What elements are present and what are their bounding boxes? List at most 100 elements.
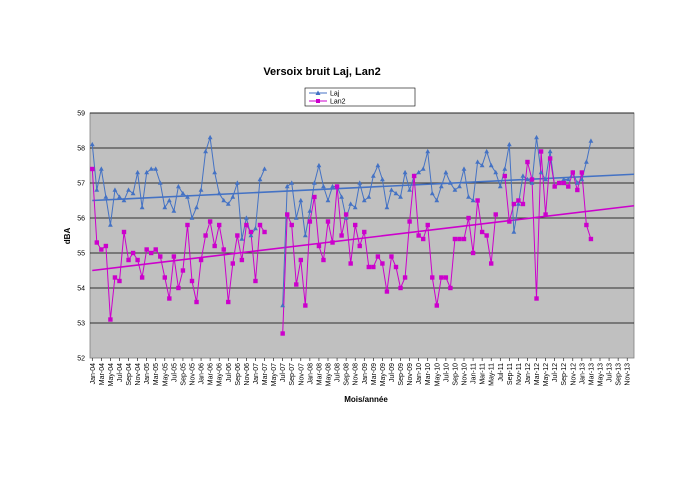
y-axis-ticks: 52 53 54 55 56 57 58 59	[77, 111, 85, 363]
point-lan2	[162, 275, 167, 280]
point-lan2	[434, 303, 439, 308]
point-lan2	[575, 187, 580, 193]
point-laj	[153, 166, 159, 171]
point-laj	[352, 204, 358, 210]
point-lan2	[489, 261, 494, 266]
point-lan2	[289, 222, 294, 228]
point-laj	[380, 176, 385, 182]
x-tick-label: Jan-07	[253, 363, 260, 385]
x-tick-label: Nov-10	[462, 363, 469, 386]
x-tick-label: Jul-11	[498, 363, 505, 382]
point-lan2	[167, 296, 172, 301]
point-laj	[139, 204, 145, 210]
point-lan2	[180, 268, 186, 273]
point-lan2	[257, 222, 263, 228]
point-lan2	[507, 219, 512, 224]
point-laj	[289, 180, 295, 185]
point-laj	[339, 194, 344, 199]
point-lan2	[452, 236, 458, 242]
point-lan2	[158, 254, 163, 259]
point-laj	[189, 215, 195, 220]
point-laj	[561, 176, 567, 182]
x-tick-label: Nov-11	[516, 363, 523, 385]
point-lan2	[566, 184, 571, 189]
x-tick-label: Mar-09	[371, 363, 378, 385]
point-laj	[157, 180, 163, 185]
point-lan2	[552, 184, 557, 189]
x-tick-label: Jan-05	[144, 363, 151, 385]
point-laj	[420, 166, 426, 171]
point-laj	[117, 194, 122, 199]
x-tick-label: Mar-11	[480, 363, 487, 385]
point-laj	[357, 180, 363, 185]
point-laj	[529, 180, 535, 185]
point-lan2	[511, 201, 517, 207]
point-lan2	[171, 254, 177, 259]
point-laj	[316, 162, 322, 168]
point-lan2	[520, 201, 526, 207]
x-tick-label: Nov-08	[353, 363, 360, 386]
x-tick-label: May-06	[217, 363, 224, 386]
point-lan2	[212, 243, 217, 249]
point-laj	[302, 232, 308, 238]
point-laj	[375, 162, 381, 168]
point-lan2	[153, 247, 158, 252]
point-lan2	[226, 299, 231, 305]
point-lan2	[235, 233, 240, 238]
point-laj	[312, 180, 317, 185]
point-lan2	[139, 275, 145, 280]
point-lan2	[217, 222, 222, 228]
point-lan2	[425, 222, 430, 228]
point-laj	[520, 173, 526, 178]
point-lan2	[121, 229, 127, 235]
point-laj	[144, 169, 150, 175]
point-laj	[112, 187, 118, 192]
point-laj	[416, 169, 422, 175]
point-laj	[284, 183, 290, 189]
point-lan2	[393, 264, 399, 270]
point-lan2	[570, 170, 575, 175]
point-lan2	[475, 198, 480, 203]
point-laj	[298, 197, 304, 203]
x-tick-label: Sep-13	[616, 363, 623, 386]
point-laj	[126, 187, 131, 192]
x-tick-label: Jul-09	[389, 363, 396, 382]
point-lan2	[529, 177, 535, 182]
x-tick-label: Mar-07	[262, 363, 269, 385]
y-tick-label: 55	[77, 251, 85, 258]
x-tick-label: May-05	[162, 363, 169, 386]
x-tick-label: Nov-07	[298, 363, 305, 386]
point-lan2	[230, 261, 235, 266]
point-lan2	[330, 240, 335, 245]
point-laj	[221, 197, 227, 203]
x-tick-label: Sep-08	[344, 363, 351, 386]
x-tick-label: Jul-10	[443, 363, 450, 382]
x-tick-label: Jul-08	[335, 363, 342, 382]
point-laj	[244, 215, 249, 220]
point-laj	[393, 190, 399, 196]
x-tick-label: Sep-04	[126, 363, 133, 386]
point-lan2	[366, 264, 371, 270]
point-laj	[370, 173, 376, 178]
point-laj	[262, 166, 267, 171]
x-tick-label: May-04	[108, 363, 115, 386]
point-lan2	[380, 261, 385, 266]
point-laj	[574, 180, 580, 185]
point-laj	[148, 166, 154, 171]
x-tick-label: May-07	[271, 363, 278, 386]
point-lan2	[253, 278, 258, 284]
gridlines	[90, 112, 634, 324]
point-laj	[525, 176, 530, 182]
x-tick-label: Mar-12	[534, 363, 541, 385]
point-lan2	[108, 317, 113, 322]
trendline-laj	[92, 173, 635, 202]
point-lan2	[248, 229, 254, 235]
x-tick-label: May-10	[434, 363, 441, 386]
point-lan2	[149, 250, 154, 256]
point-lan2	[534, 296, 539, 301]
x-tick-label: Mar-04	[99, 363, 106, 385]
point-lan2	[221, 247, 226, 252]
x-tick-label: Sep-05	[180, 363, 187, 386]
point-laj	[534, 134, 539, 140]
